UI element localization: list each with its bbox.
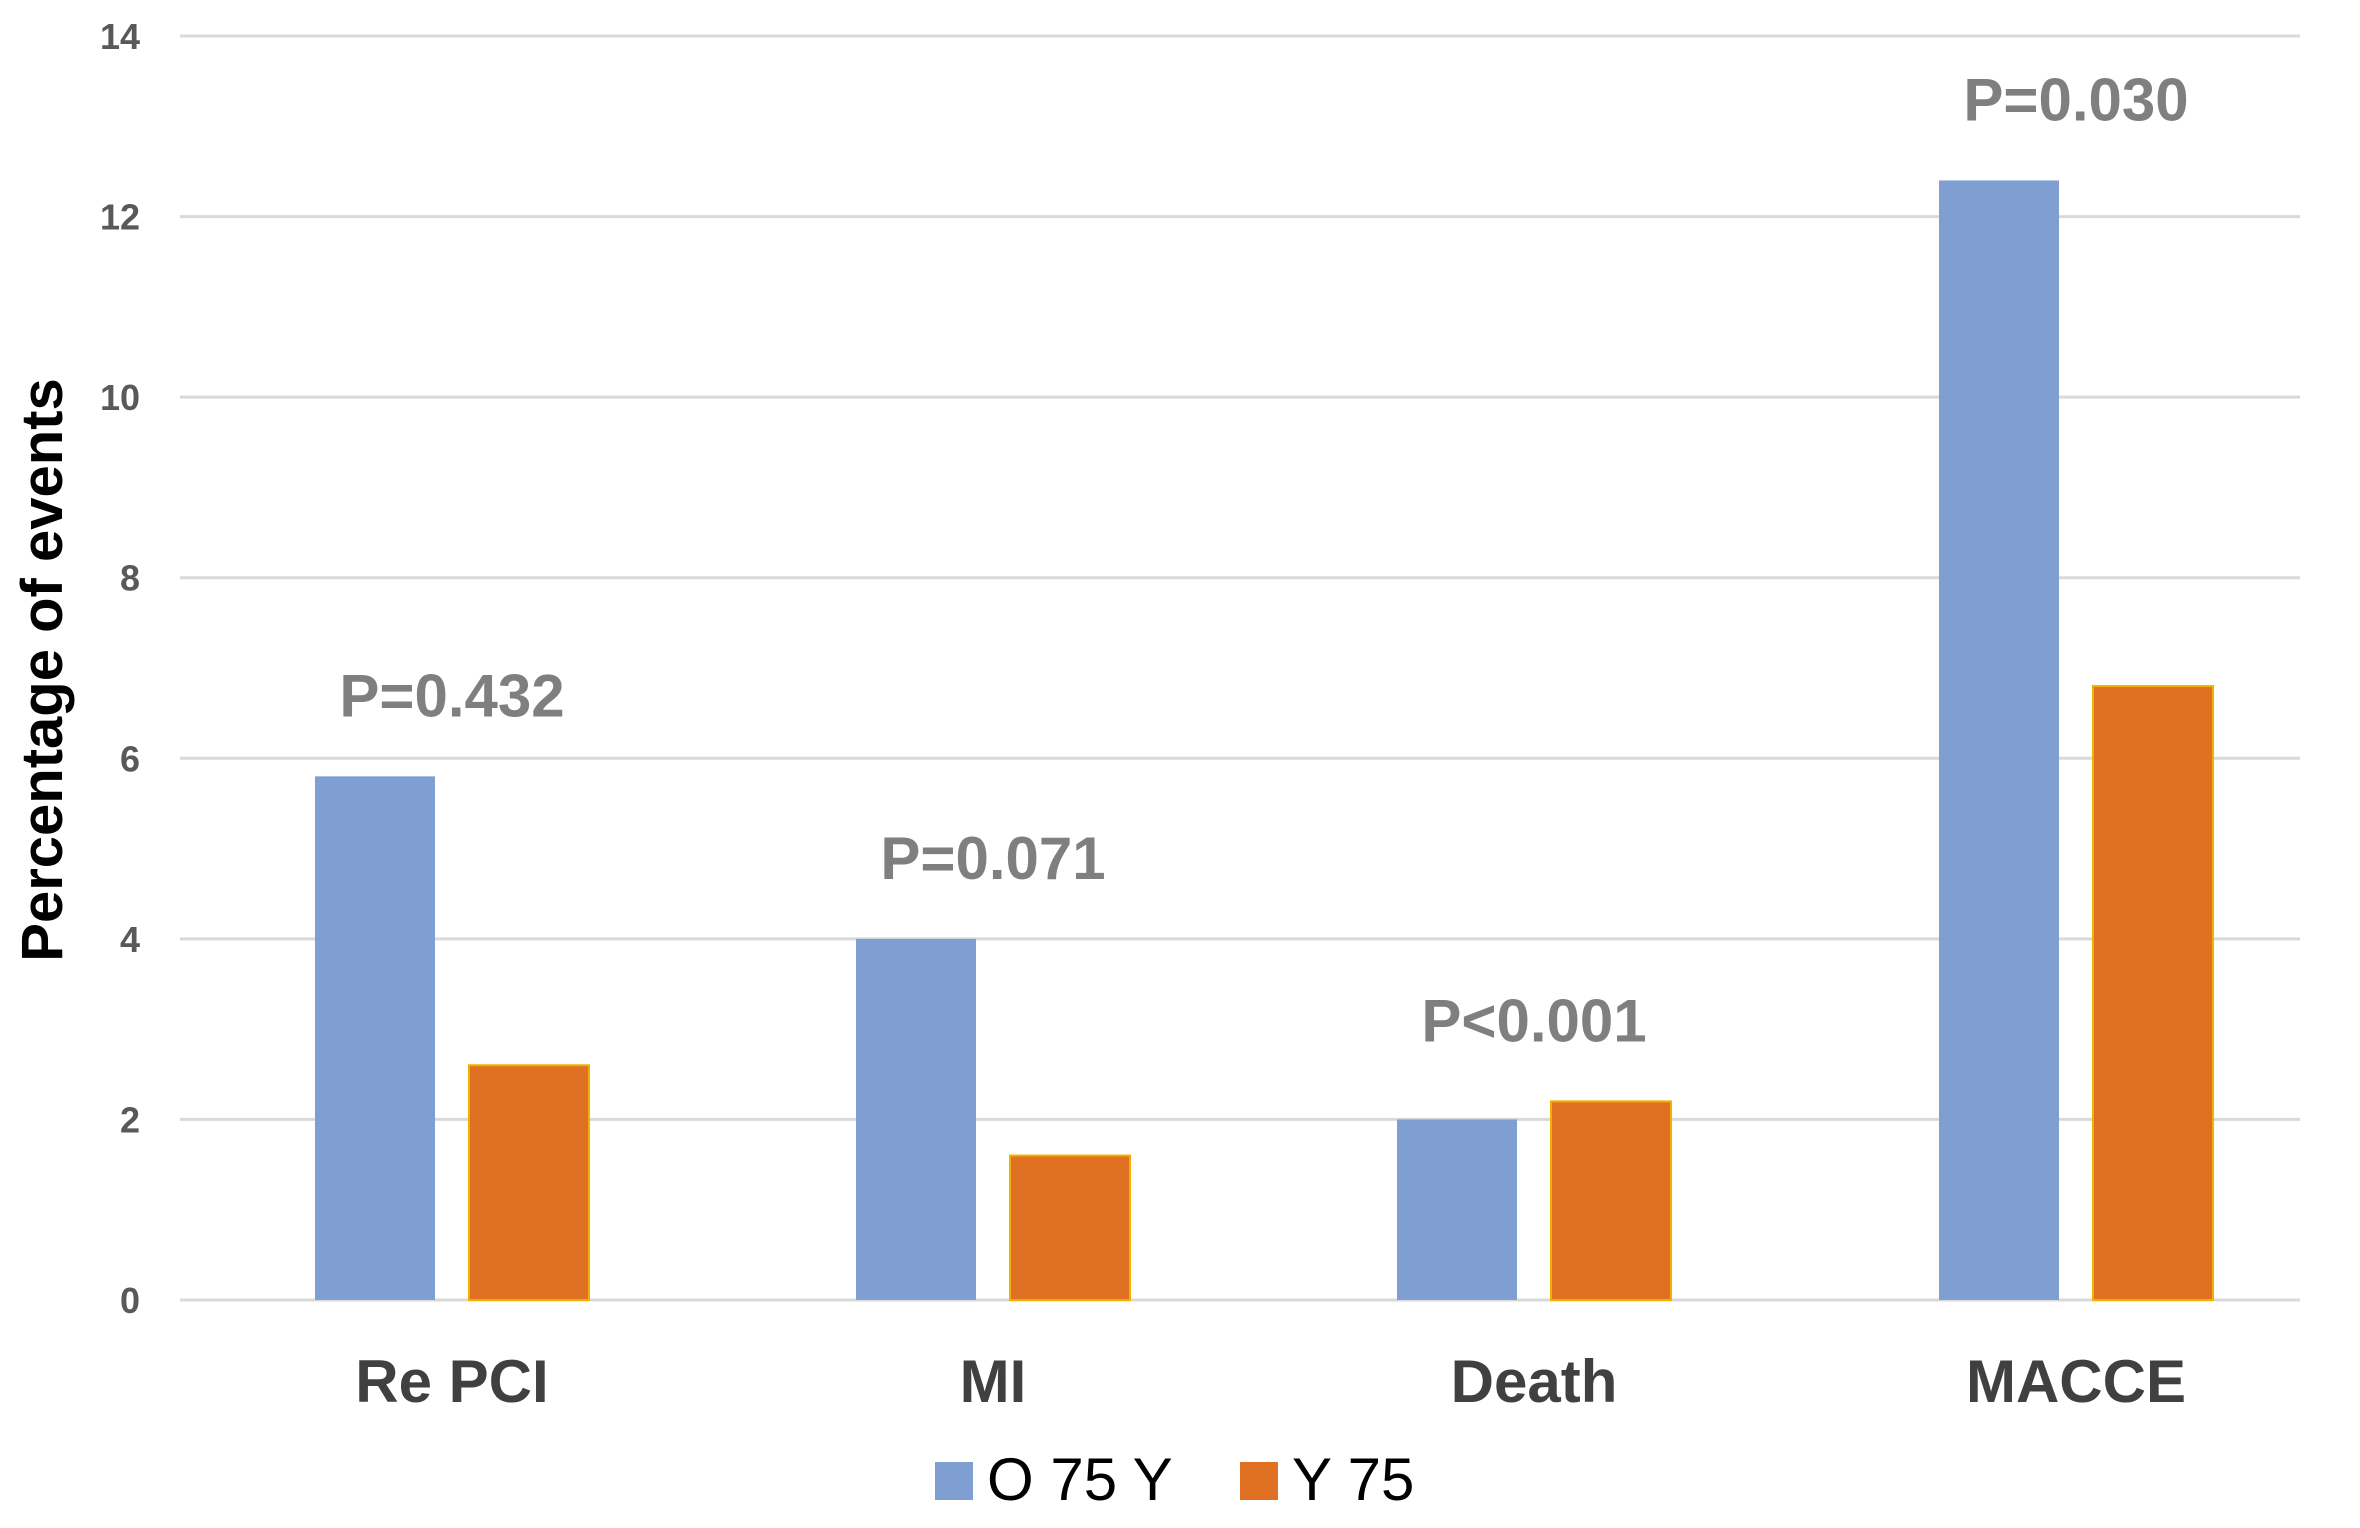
bar-macce-y75	[2092, 685, 2214, 1301]
p-value-label: P=0.071	[880, 825, 1105, 892]
y-tick-label: 2	[120, 1099, 140, 1140]
y-axis-ticks: 0 2 4 6 8 10 12 14	[100, 16, 140, 1321]
bars	[315, 180, 2214, 1302]
y-tick-label: 14	[100, 16, 140, 57]
p-value-annotations: P=0.432 P=0.071 P<0.001 P=0.030	[339, 66, 2188, 1054]
category-labels: Re PCI MI Death MACCE	[355, 1348, 2186, 1415]
y-tick-label: 12	[100, 197, 140, 238]
bar-death-o75y	[1397, 1119, 1517, 1300]
bar-mi-y75	[1009, 1154, 1131, 1301]
bar-re-pci-y75	[468, 1064, 590, 1302]
p-value-label: P<0.001	[1421, 987, 1646, 1054]
y-tick-label: 8	[120, 558, 140, 599]
legend-label: Y 75	[1292, 1446, 1414, 1513]
y-tick-label: 10	[100, 377, 140, 418]
bar-death-y75	[1550, 1100, 1672, 1302]
legend-label: O 75 Y	[987, 1446, 1173, 1513]
bar-re-pci-o75y	[315, 776, 435, 1300]
x-category-label: MI	[960, 1348, 1027, 1415]
y-axis-label: Percentage of events	[10, 378, 75, 961]
x-category-label: Re PCI	[355, 1348, 548, 1415]
bar-mi-o75y	[856, 938, 976, 1300]
y-tick-label: 0	[120, 1280, 140, 1321]
y-tick-label: 6	[120, 738, 140, 779]
x-category-label: Death	[1451, 1348, 1618, 1415]
bar-macce-o75y	[1939, 180, 2059, 1300]
legend: O 75 Y Y 75	[935, 1446, 1414, 1513]
legend-swatch	[935, 1462, 973, 1500]
p-value-label: P=0.432	[339, 662, 564, 729]
y-tick-label: 4	[120, 919, 140, 960]
p-value-label: P=0.030	[1963, 66, 2188, 133]
x-category-label: MACCE	[1966, 1348, 2186, 1415]
legend-swatch	[1240, 1462, 1278, 1500]
